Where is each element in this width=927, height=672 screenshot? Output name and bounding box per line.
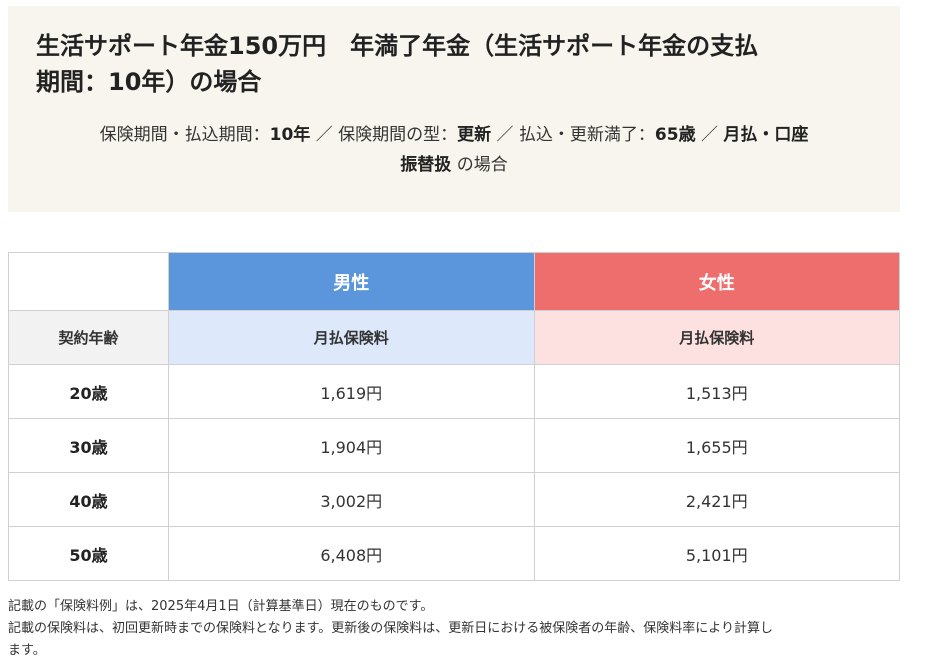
female-premium-cell: 2,421円	[533, 472, 900, 527]
male-premium-cell: 1,904円	[168, 418, 535, 473]
plan-conditions: 保険期間・払込期間：10年 ／ 保険期間の型：更新 ／ 払込・更新満了：65歳 …	[36, 120, 872, 180]
cond-label-term: 保険期間・払込期間：	[99, 125, 270, 145]
table-subheader-row: 契約年齢 月払保険料 月払保険料	[8, 310, 900, 365]
cond-value-payment-b: 振替扱	[400, 155, 452, 175]
table-row: 50歳 6,408円 5,101円	[8, 526, 900, 581]
age-cell: 30歳	[8, 418, 169, 473]
cond-label-expiry: 払込・更新満了：	[518, 125, 655, 145]
cond-value-expiry: 65歳	[654, 125, 696, 145]
header-blank-cell	[8, 252, 169, 311]
age-cell: 50歳	[8, 526, 169, 581]
cond-separator: ／	[700, 125, 718, 145]
premium-table: 男性 女性 契約年齢 月払保険料 月払保険料 20歳 1,619円 1,513円…	[8, 252, 900, 581]
cond-value-term: 10年	[269, 125, 311, 145]
age-cell: 20歳	[8, 364, 169, 419]
subheader-male-premium: 月払保険料	[168, 310, 535, 365]
footnotes: 記載の「保険料例」は、2025年4月1日（計算基準日）現在のものです。 記載の保…	[8, 596, 908, 662]
plan-summary-box: 生活サポート年金150万円 年満了年金（生活サポート年金の支払 期間：10年）の…	[8, 6, 900, 212]
female-premium-cell: 1,513円	[533, 364, 900, 419]
male-premium-cell: 6,408円	[168, 526, 535, 581]
table-header-row: 男性 女性	[8, 252, 900, 311]
footnote-line: ます。	[8, 643, 46, 658]
plan-title: 生活サポート年金150万円 年満了年金（生活サポート年金の支払 期間：10年）の…	[36, 28, 872, 100]
subheader-female-premium: 月払保険料	[533, 310, 900, 365]
male-premium-cell: 3,002円	[168, 472, 535, 527]
female-premium-cell: 5,101円	[533, 526, 900, 581]
table-row: 40歳 3,002円 2,421円	[8, 472, 900, 527]
female-premium-cell: 1,655円	[533, 418, 900, 473]
cond-suffix: の場合	[456, 155, 508, 175]
cond-separator: ／	[315, 125, 333, 145]
age-cell: 40歳	[8, 472, 169, 527]
table-row: 20歳 1,619円 1,513円	[8, 364, 900, 419]
cond-separator: ／	[496, 125, 514, 145]
header-age: 契約年齢	[8, 310, 169, 365]
footnote-line: 記載の保険料は、初回更新時までの保険料となります。更新後の保険料は、更新日におけ…	[8, 621, 774, 636]
plan-title-line1: 生活サポート年金150万円 年満了年金（生活サポート年金の支払	[36, 32, 759, 60]
cond-value-payment-a: 月払・口座	[723, 125, 809, 145]
table-row: 30歳 1,904円 1,655円	[8, 418, 900, 473]
male-premium-cell: 1,619円	[168, 364, 535, 419]
premium-table-wrapper: 男性 女性 契約年齢 月払保険料 月払保険料 20歳 1,619円 1,513円…	[8, 252, 900, 581]
footnote-line: 記載の「保険料例」は、2025年4月1日（計算基準日）現在のものです。	[8, 599, 434, 614]
cond-value-type: 更新	[457, 125, 492, 145]
header-male: 男性	[168, 252, 535, 311]
cond-label-type: 保険期間の型：	[338, 125, 458, 145]
plan-title-line2: 期間：10年）の場合	[36, 68, 262, 96]
header-female: 女性	[533, 252, 900, 311]
